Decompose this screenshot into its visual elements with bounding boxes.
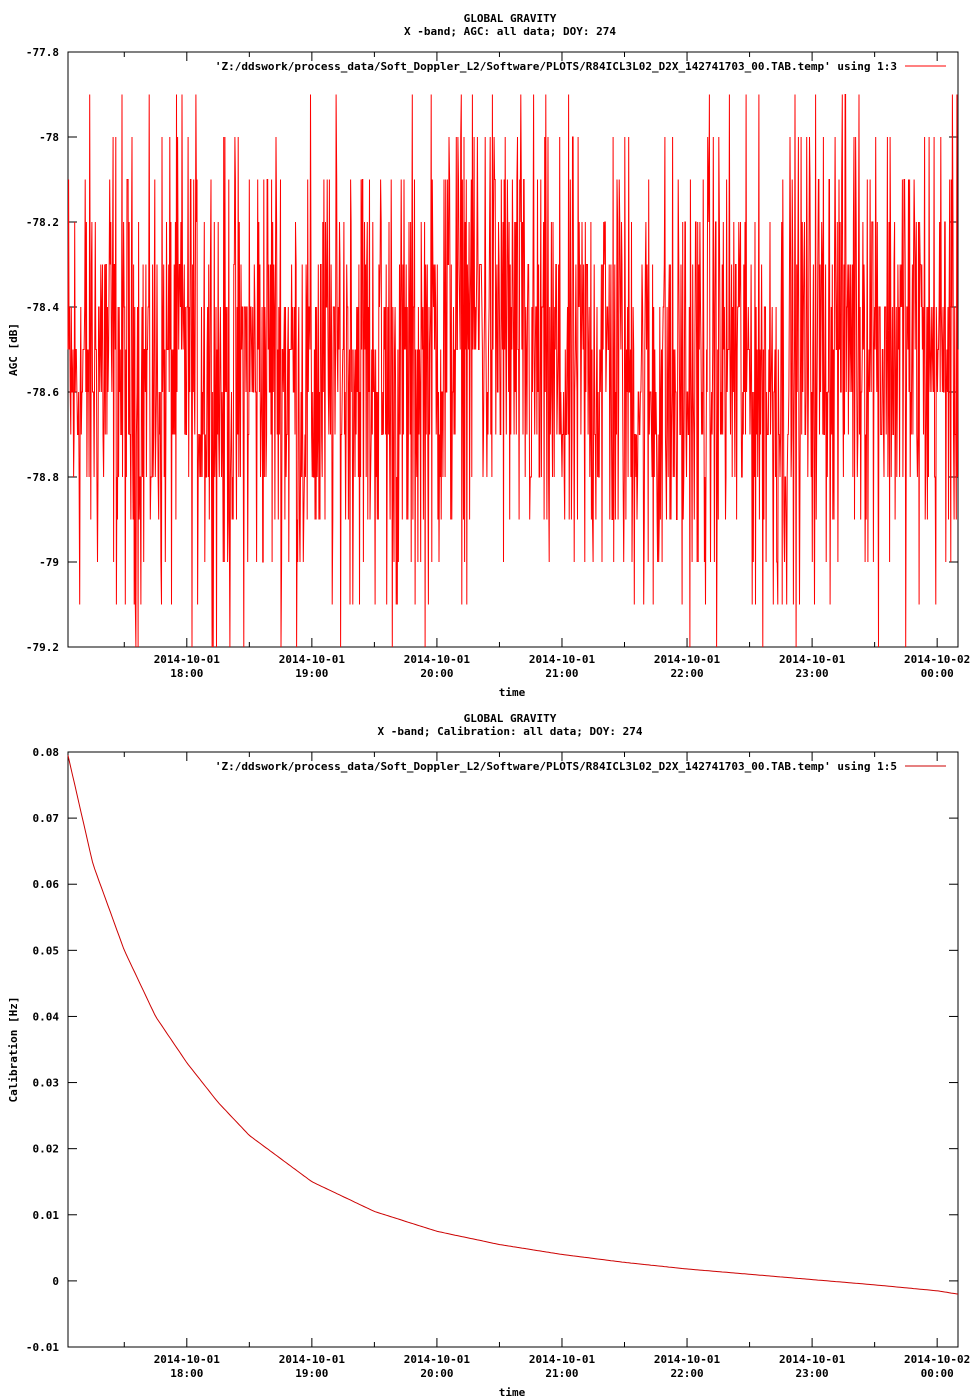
x-tick-date: 2014-10-01 — [779, 1353, 846, 1366]
y-tick-label: -77.8 — [26, 46, 59, 59]
x-tick-date: 2014-10-01 — [654, 1353, 721, 1366]
x-tick-date: 2014-10-01 — [404, 1353, 471, 1366]
x-tick-date: 2014-10-01 — [154, 1353, 221, 1366]
x-tick-date: 2014-10-01 — [154, 653, 221, 666]
y-tick-label: 0.05 — [33, 944, 60, 957]
x-tick-time: 23:00 — [796, 1367, 829, 1380]
y-axis-label: Calibration [Hz] — [7, 997, 20, 1103]
x-axis-label: time — [499, 1386, 526, 1399]
x-tick-date: 2014-10-02 — [904, 653, 970, 666]
y-tick-label: 0.08 — [33, 746, 60, 759]
x-tick-time: 23:00 — [796, 667, 829, 680]
y-tick-label: -78.6 — [26, 386, 59, 399]
x-tick-time: 18:00 — [170, 1367, 203, 1380]
x-tick-date: 2014-10-01 — [279, 1353, 346, 1366]
y-tick-label: 0.07 — [33, 812, 60, 825]
legend-label: 'Z:/ddswork/process_data/Soft_Doppler_L2… — [215, 60, 897, 73]
series-line — [67, 94, 959, 648]
x-tick-time: 21:00 — [545, 1367, 578, 1380]
y-tick-label: 0.03 — [33, 1077, 60, 1090]
legend-label: 'Z:/ddswork/process_data/Soft_Doppler_L2… — [215, 760, 897, 773]
y-tick-label: 0.02 — [33, 1143, 60, 1156]
x-tick-time: 00:00 — [921, 1367, 954, 1380]
series-line — [67, 755, 959, 1295]
y-tick-label: -79.2 — [26, 641, 59, 654]
y-tick-label: -78.4 — [26, 301, 59, 314]
x-tick-time: 19:00 — [295, 1367, 328, 1380]
y-tick-label: 0.01 — [33, 1209, 60, 1222]
y-tick-label: -78.8 — [26, 471, 59, 484]
y-axis-label: AGC [dB] — [7, 323, 20, 376]
x-tick-time: 22:00 — [670, 667, 703, 680]
plot-frame — [67, 751, 959, 1348]
chart-subtitle: X -band; AGC: all data; DOY: 274 — [404, 25, 616, 38]
chart-title: GLOBAL GRAVITY — [464, 12, 557, 25]
x-tick-time: 00:00 — [921, 667, 954, 680]
y-tick-label: 0.06 — [33, 878, 60, 891]
y-tick-label: 0.04 — [33, 1010, 60, 1023]
y-tick-label: -78 — [39, 131, 59, 144]
x-tick-time: 18:00 — [170, 667, 203, 680]
y-tick-label: -0.01 — [26, 1341, 59, 1354]
y-tick-label: -78.2 — [26, 216, 59, 229]
x-tick-time: 21:00 — [545, 667, 578, 680]
x-tick-time: 20:00 — [420, 1367, 453, 1380]
x-tick-date: 2014-10-02 — [904, 1353, 970, 1366]
x-tick-time: 22:00 — [670, 1367, 703, 1380]
x-tick-date: 2014-10-01 — [529, 653, 596, 666]
x-tick-time: 20:00 — [420, 667, 453, 680]
y-tick-label: 0 — [52, 1275, 59, 1288]
x-tick-date: 2014-10-01 — [529, 1353, 596, 1366]
x-tick-date: 2014-10-01 — [279, 653, 346, 666]
x-tick-date: 2014-10-01 — [404, 653, 471, 666]
chart-title: GLOBAL GRAVITY — [464, 712, 557, 725]
chart-subtitle: X -band; Calibration: all data; DOY: 274 — [378, 725, 643, 738]
y-tick-label: -79 — [39, 556, 59, 569]
x-tick-time: 19:00 — [295, 667, 328, 680]
x-tick-date: 2014-10-01 — [779, 653, 846, 666]
x-tick-date: 2014-10-01 — [654, 653, 721, 666]
x-axis-label: time — [499, 686, 526, 699]
